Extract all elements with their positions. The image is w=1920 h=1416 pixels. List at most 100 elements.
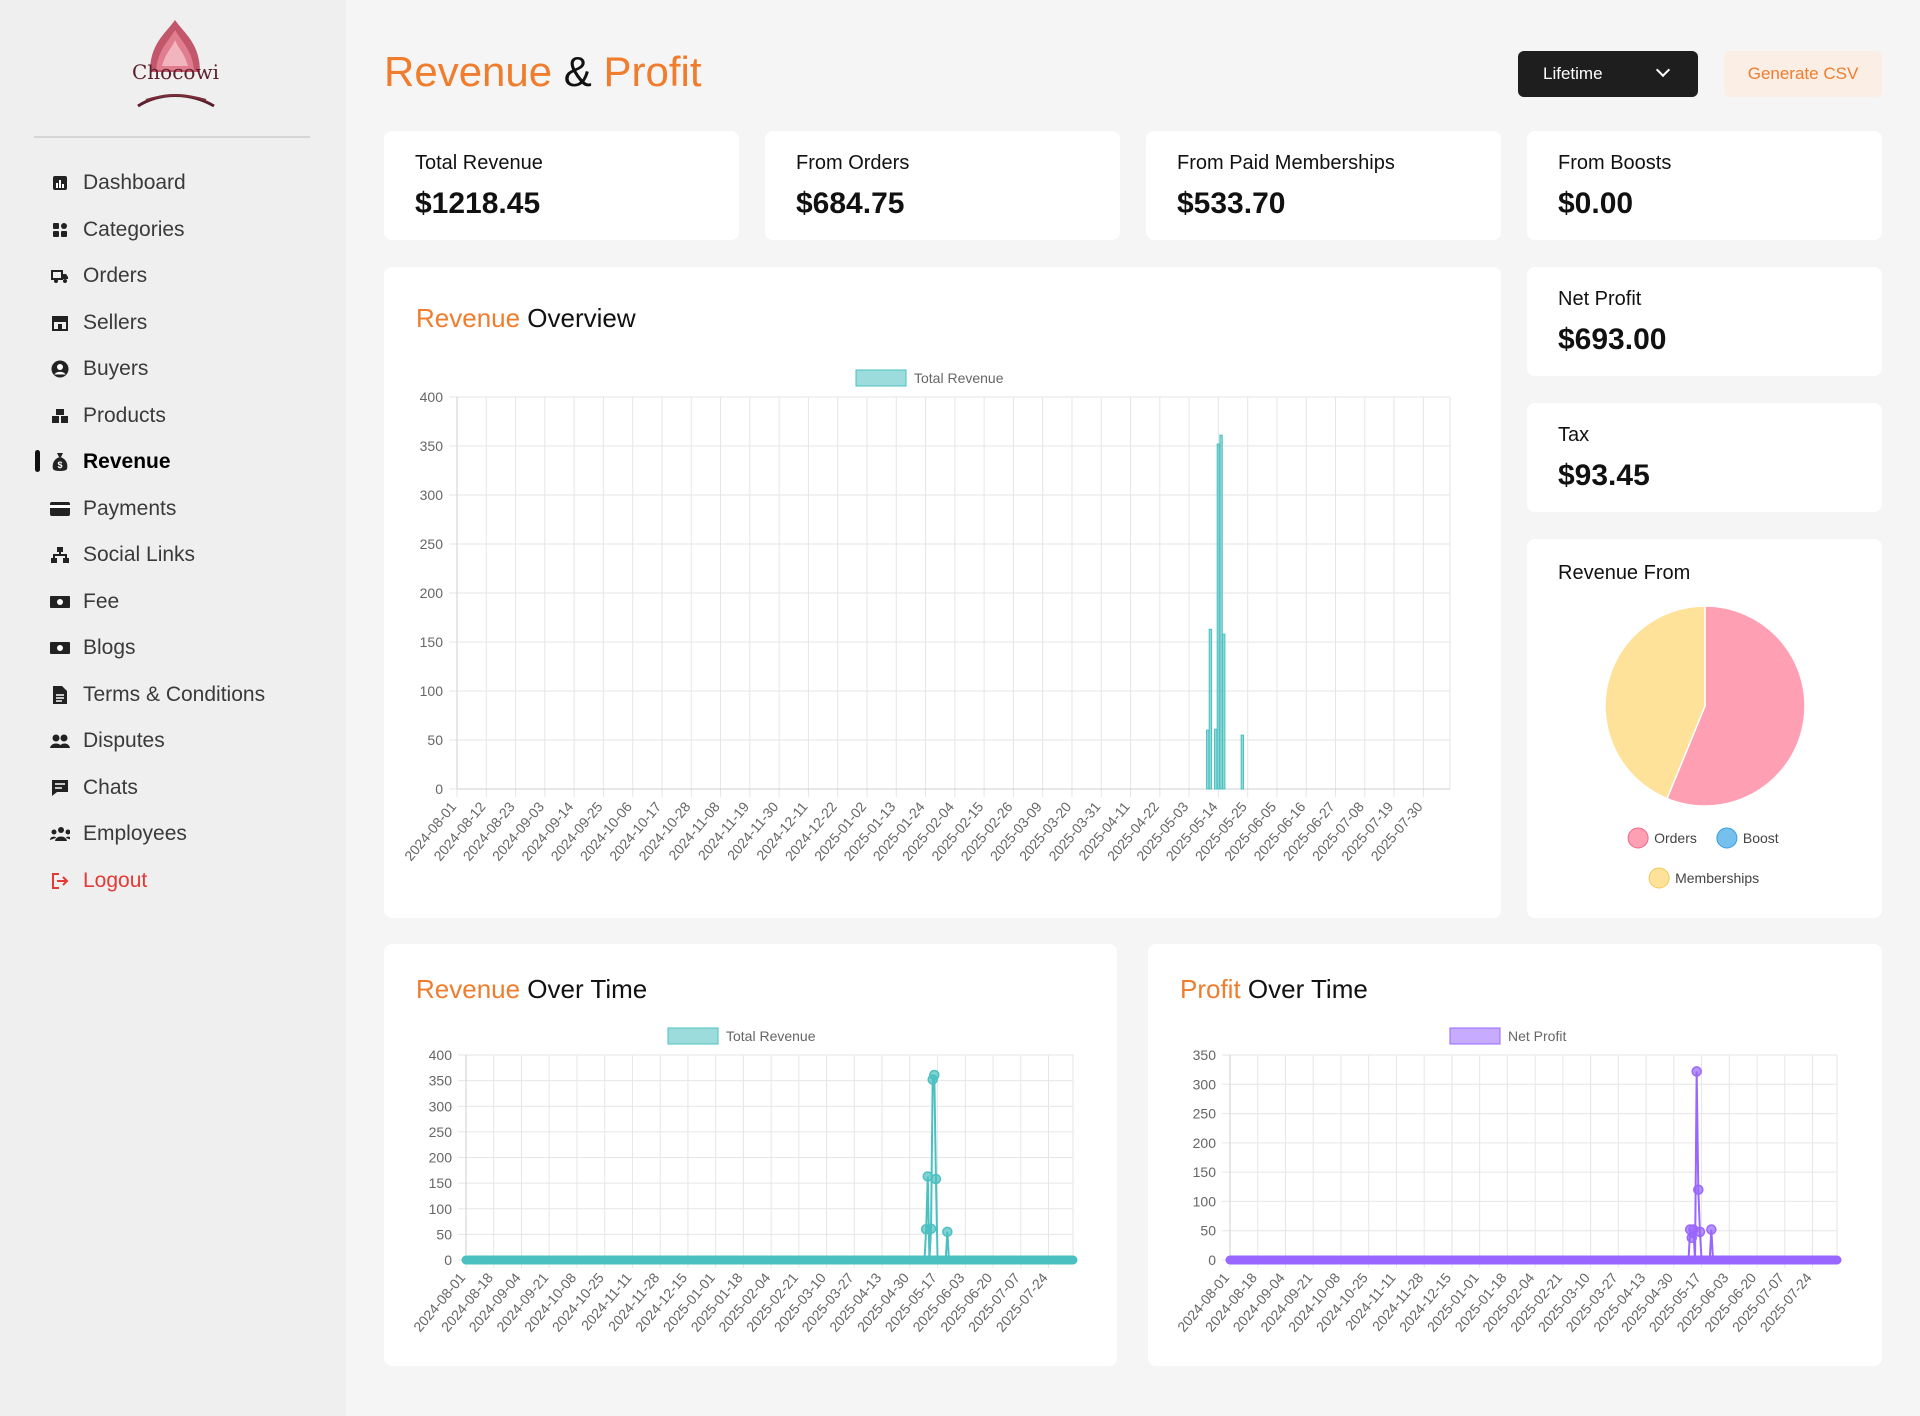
money-bag-icon: $ (50, 452, 70, 472)
legend-label: Total Revenue (914, 370, 1004, 386)
y-tick-label: 250 (1193, 1106, 1217, 1122)
legend-swatch (855, 369, 907, 387)
revenue-over-time-card: Revenue Over Time Total Revenue 0 50 100 150… (384, 944, 1117, 1366)
title-rest: Over Time (1240, 974, 1368, 1004)
sidebar-item-terms[interactable]: Terms & Conditions (0, 673, 346, 717)
sidebar-item-payments[interactable]: Payments (0, 487, 346, 531)
y-tick-label: 150 (1193, 1164, 1217, 1180)
y-tick-label: 200 (429, 1150, 453, 1166)
sidebar-item-label: Products (83, 404, 166, 427)
pie-slice-orders (1666, 605, 1806, 807)
sidebar-item-orders[interactable]: Orders (0, 254, 346, 298)
y-tick-label: 300 (429, 1098, 453, 1114)
team-icon (50, 824, 70, 844)
y-tick-label: 350 (429, 1073, 453, 1089)
y-tick-label: 350 (420, 438, 444, 454)
y-tick-label: 150 (420, 634, 444, 650)
data-point (1694, 1226, 1706, 1238)
legend-swatch (1449, 1027, 1501, 1045)
sidebar-item-logout[interactable]: Logout (0, 859, 346, 903)
pie-slice-memberships (1604, 605, 1706, 800)
brand-logo[interactable] (120, 14, 230, 110)
legend-label: Boost (1743, 830, 1779, 846)
stat-value: $533.70 (1177, 187, 1286, 220)
stat-label: Net Profit (1558, 288, 1642, 310)
sidebar-item-label: Logout (83, 869, 148, 892)
y-tick-label: 0 (1208, 1252, 1216, 1268)
document-icon (50, 685, 70, 705)
sidebar-item-label: Sellers (83, 311, 148, 334)
sidebar-item-sellers[interactable]: Sellers (0, 301, 346, 345)
stat-label: From Paid Memberships (1177, 152, 1395, 174)
sidebar: Chocowi Dashboard Categories Orders Sell… (0, 0, 346, 1416)
y-tick-label: 350 (1193, 1047, 1217, 1063)
data-point (929, 1069, 940, 1081)
sidebar-item-products[interactable]: Products (0, 394, 346, 438)
legend-label: Orders (1654, 830, 1697, 846)
user-circle-icon (50, 359, 70, 379)
bar (1222, 633, 1226, 790)
revenue-overview-title: Revenue Overview (416, 303, 636, 334)
credit-card-icon (50, 499, 70, 519)
y-tick-label: 250 (420, 536, 444, 552)
revenue-from-card: Revenue From Orders Boost Memberships (1527, 539, 1882, 918)
sidebar-divider (34, 136, 310, 138)
data-point (1693, 1184, 1704, 1195)
revenue-from-title: Revenue From (1558, 562, 1691, 584)
legend-label: Net Profit (1508, 1028, 1566, 1044)
sidebar-item-categories[interactable]: Categories (0, 208, 346, 252)
title-rest: Overview (520, 303, 636, 333)
sidebar-item-label: Categories (83, 218, 185, 241)
truck-icon (50, 266, 70, 286)
revenue-over-time-chart: Total Revenue050100150200250300350400202… (410, 1027, 1078, 1335)
sidebar-item-revenue[interactable]: $ Revenue (0, 440, 346, 484)
generate-csv-button[interactable]: Generate CSV (1724, 51, 1882, 97)
bar (1240, 734, 1245, 790)
stat-value: $1218.45 (415, 187, 541, 220)
stat-value: $0.00 (1558, 187, 1634, 220)
sidebar-item-label: Disputes (83, 729, 165, 752)
sidebar-item-dashboard[interactable]: Dashboard (0, 161, 346, 205)
data-point (925, 1223, 937, 1234)
data-point (1691, 1066, 1702, 1077)
y-tick-label: 300 (1193, 1076, 1217, 1092)
sidebar-item-label: Revenue (83, 450, 171, 473)
sidebar-item-label: Buyers (83, 357, 149, 380)
sidebar-item-buyers[interactable]: Buyers (0, 347, 346, 391)
chat-icon (50, 778, 70, 798)
profit-over-time-title: Profit Over Time (1180, 974, 1368, 1005)
stat-label: Total Revenue (415, 152, 543, 174)
y-tick-label: 50 (436, 1226, 452, 1242)
sidebar-item-label: Dashboard (83, 171, 186, 194)
period-select[interactable]: Lifetime (1518, 51, 1698, 97)
stat-card-from-memberships: From Paid Memberships $533.70 (1146, 131, 1501, 240)
sidebar-item-label: Terms & Conditions (83, 683, 266, 706)
page-title-part1: Revenue (384, 48, 553, 95)
network-icon (50, 545, 70, 565)
stat-card-total-revenue: Total Revenue $1218.45 (384, 131, 739, 240)
y-tick-label: 400 (420, 389, 444, 405)
sidebar-item-fee[interactable]: Fee (0, 580, 346, 624)
stat-label: From Boosts (1558, 152, 1672, 174)
data-point (1686, 1232, 1698, 1243)
chevron-down-icon (1655, 62, 1671, 78)
period-select-value: Lifetime (1543, 64, 1603, 83)
sidebar-item-blogs[interactable]: Blogs (0, 626, 346, 670)
series-line (466, 1074, 1073, 1261)
stat-card-from-orders: From Orders $684.75 (765, 131, 1120, 240)
cash-icon (50, 592, 70, 612)
stat-card-net-profit: Net Profit $693.00 (1527, 267, 1882, 376)
sidebar-item-social-links[interactable]: Social Links (0, 533, 346, 577)
boxes-icon (50, 406, 70, 426)
page-title-part2: Profit (603, 48, 702, 95)
sidebar-item-disputes[interactable]: Disputes (0, 719, 346, 763)
y-tick-label: 200 (1193, 1135, 1217, 1151)
title-accent: Revenue (416, 303, 521, 333)
brand-name: Chocowi (132, 60, 219, 84)
sidebar-item-chats[interactable]: Chats (0, 766, 346, 810)
sidebar-item-employees[interactable]: Employees (0, 812, 346, 856)
bar (1206, 729, 1210, 790)
cash-icon (50, 638, 70, 658)
data-point (1706, 1224, 1717, 1235)
sidebar-item-label: Orders (83, 264, 148, 287)
